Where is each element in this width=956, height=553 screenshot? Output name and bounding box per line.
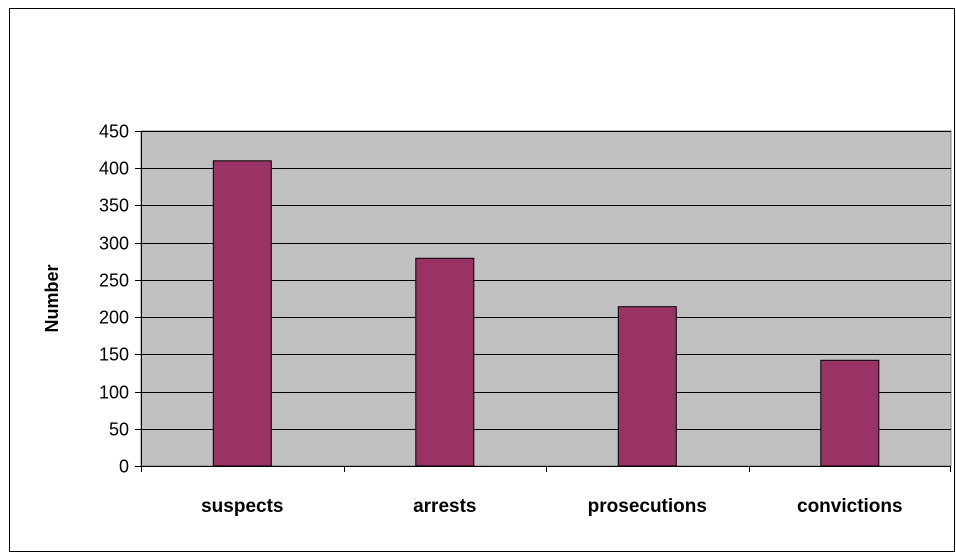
- y-tick-label: 0: [119, 457, 129, 477]
- y-tick-label: 100: [99, 383, 129, 403]
- axes: [135, 131, 951, 472]
- bar-arrests: [415, 257, 475, 467]
- category-labels: suspects arrests prosecutions convictions: [201, 496, 902, 517]
- bar-convictions: [820, 359, 880, 467]
- y-axis-title: Number: [42, 264, 62, 332]
- y-tick-label: 400: [99, 159, 129, 179]
- y-tick-label: 350: [99, 196, 129, 216]
- y-tick-label: 300: [99, 234, 129, 254]
- y-tick-label: 200: [99, 308, 129, 328]
- bar-suspects: [212, 160, 272, 467]
- category-label-convictions: convictions: [797, 496, 903, 517]
- y-tick-label: 50: [109, 420, 129, 440]
- category-label-arrests: arrests: [413, 496, 476, 517]
- y-tick-labels: 0 50 100 150 200 250 300 350 400 450: [99, 122, 129, 477]
- y-tick-label: 250: [99, 271, 129, 291]
- plot-area: [140, 130, 952, 467]
- category-label-suspects: suspects: [201, 496, 283, 517]
- category-label-prosecutions: prosecutions: [588, 496, 707, 517]
- y-tick-label: 150: [99, 345, 129, 365]
- gridlines: [141, 131, 951, 430]
- bar-prosecutions: [617, 306, 677, 467]
- bars: [212, 160, 880, 467]
- y-tick-label: 450: [99, 122, 129, 142]
